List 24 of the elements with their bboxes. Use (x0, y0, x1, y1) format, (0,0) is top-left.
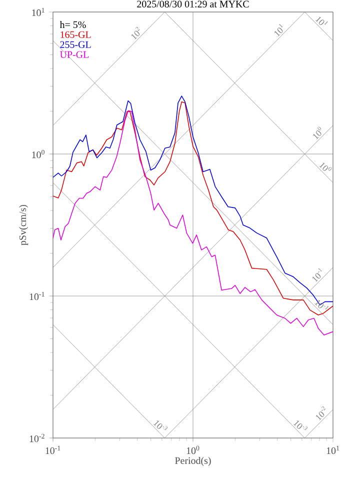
annotation: 10$^{0}$ (319, 162, 332, 171)
text: 165-GL (60, 31, 91, 38)
annotation: 10$^{-3}$ (153, 420, 168, 430)
y-axis-title: pSv(cm/s) (19, 204, 28, 246)
annotation: 10$^{1}$ (315, 16, 328, 26)
x-tick-label: 10$^{0}$ (186, 446, 200, 454)
annotation: 10$^{1}$ (274, 24, 283, 37)
x-tick-label: 10$^{-1}$ (46, 446, 60, 454)
y-tick-label: 10$^{-2}$ (30, 434, 44, 442)
annotation: 10$^{-2}$ (316, 406, 326, 421)
y-tick-label: 10$^{0}$ (32, 150, 44, 158)
annotation: 10$^{-1}$ (312, 268, 322, 282)
annotation: 10$^{-3}$ (293, 420, 308, 430)
y-tick-label: 10$^{-1}$ (30, 292, 44, 300)
chart-title: 2025/08/30 01:29 at MYKC (137, 0, 249, 8)
annotation: 10$^{2}$ (131, 27, 140, 40)
text: 255-GL (60, 41, 91, 48)
text: UP-GL (60, 51, 89, 58)
annotation: 10$^{0}$ (313, 126, 322, 140)
annotation: 10$^{-1}$ (314, 300, 329, 310)
annotation: h= 5% (60, 21, 86, 28)
x-tick-label: 10$^{1}$ (326, 446, 340, 454)
y-tick-label: 10$^{1}$ (32, 8, 44, 16)
x-axis-title: Period(s) (175, 456, 211, 466)
